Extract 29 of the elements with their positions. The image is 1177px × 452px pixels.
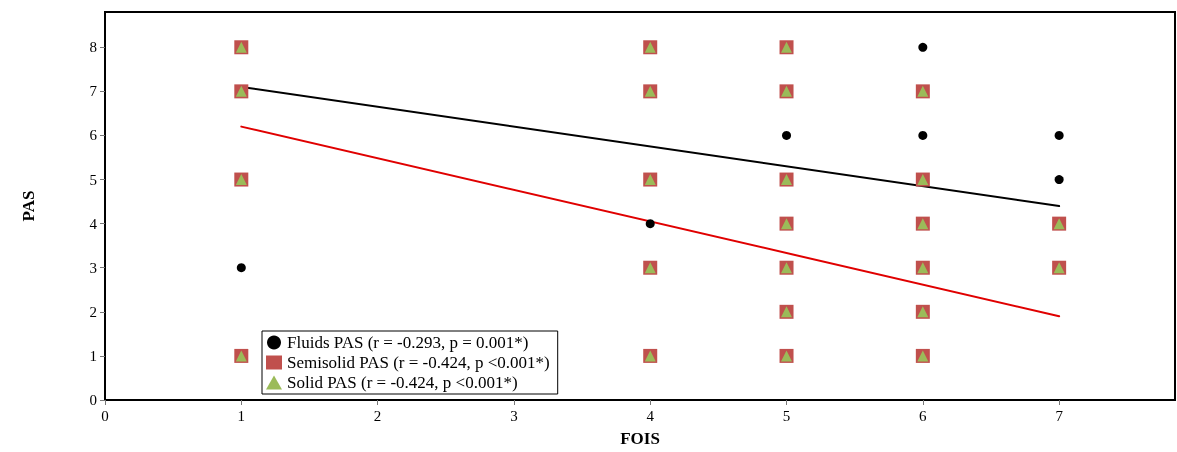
y-tick-label: 6 <box>89 127 98 144</box>
y-tick-label: 5 <box>89 171 97 188</box>
point <box>782 130 792 140</box>
y-tick-label: 3 <box>89 259 97 276</box>
x-tick-label: 2 <box>373 407 382 424</box>
y-tick-label: 0 <box>89 392 97 408</box>
point <box>918 130 928 140</box>
point <box>1054 175 1064 185</box>
y-axis-title: PAS <box>19 190 38 222</box>
y-tick-label: 4 <box>89 215 98 232</box>
point <box>918 42 928 52</box>
x-tick-label: 3 <box>510 407 518 424</box>
y-tick-label: 1 <box>89 347 97 364</box>
legend-label: Fluids PAS (r = -0.293, p = 0.001*) <box>287 333 529 352</box>
legend-label: Solid PAS (r = -0.424, p <0.001*) <box>287 373 518 392</box>
y-tick-label: 2 <box>89 303 97 320</box>
y-tick-label: 7 <box>89 83 98 100</box>
x-tick-label: 7 <box>1055 407 1064 424</box>
legend-label: Semisolid PAS (r = -0.424, p <0.001*) <box>287 353 550 372</box>
x-tick-label: 0 <box>101 407 109 424</box>
x-axis-title: FOIS <box>620 429 660 448</box>
point <box>236 263 246 273</box>
point <box>1054 130 1064 140</box>
y-tick-label: 8 <box>89 39 97 56</box>
point <box>645 219 655 229</box>
x-tick-label: 5 <box>782 407 791 424</box>
x-tick-label: 4 <box>646 407 655 424</box>
x-tick-label: 1 <box>237 407 246 424</box>
x-tick-label: 6 <box>919 407 928 424</box>
